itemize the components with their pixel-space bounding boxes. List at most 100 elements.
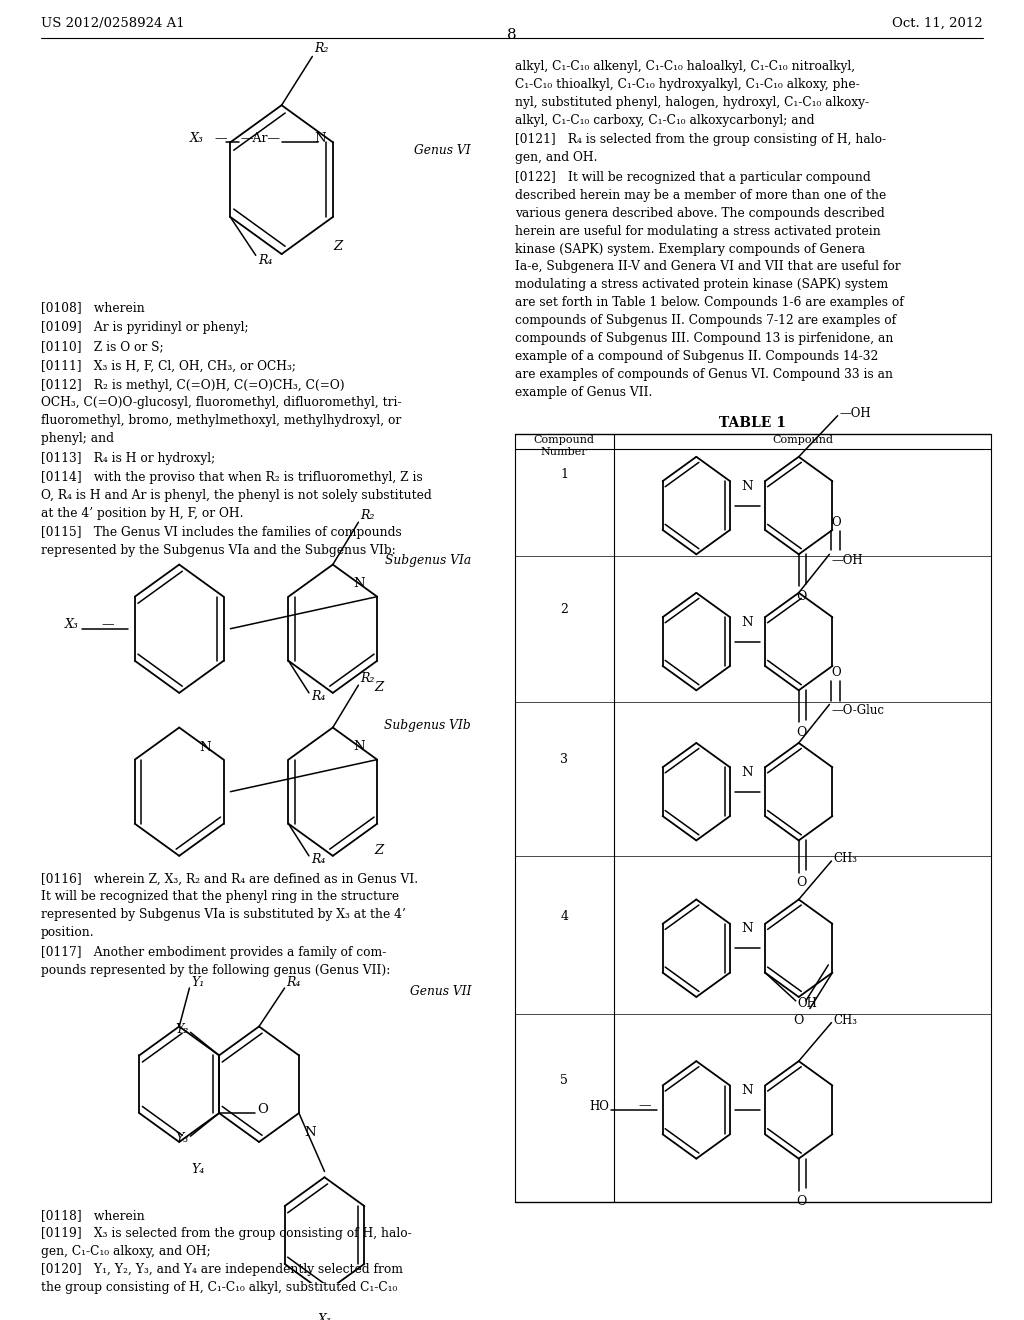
Text: Y₁: Y₁ xyxy=(191,977,205,990)
Text: 4: 4 xyxy=(560,909,568,923)
Text: [0112] R₂ is methyl, C(=O)H, C(=O)CH₃, C(=O): [0112] R₂ is methyl, C(=O)H, C(=O)CH₃, C… xyxy=(41,379,345,392)
Text: —: — xyxy=(214,132,226,145)
Text: O: O xyxy=(797,726,807,739)
Text: N: N xyxy=(741,923,754,936)
Text: CH₃: CH₃ xyxy=(834,851,857,865)
Text: —OH: —OH xyxy=(840,407,871,420)
Text: [0117] Another embodiment provides a family of com-: [0117] Another embodiment provides a fam… xyxy=(41,945,386,958)
Text: 5: 5 xyxy=(560,1074,568,1086)
Text: are set forth in Table 1 below. Compounds 1-6 are examples of: are set forth in Table 1 below. Compound… xyxy=(515,297,904,309)
Text: [0108] wherein: [0108] wherein xyxy=(41,301,144,314)
Text: [0119] X₃ is selected from the group consisting of H, halo-: [0119] X₃ is selected from the group con… xyxy=(41,1226,412,1239)
Text: [0109] Ar is pyridinyl or phenyl;: [0109] Ar is pyridinyl or phenyl; xyxy=(41,321,249,334)
Text: R₄: R₄ xyxy=(311,690,326,704)
Text: N: N xyxy=(741,766,754,779)
Text: 1: 1 xyxy=(560,469,568,482)
Text: O: O xyxy=(831,665,841,678)
Text: HO: HO xyxy=(590,1100,609,1113)
Text: 8: 8 xyxy=(507,28,517,42)
Text: X₃: X₃ xyxy=(317,1313,332,1320)
Text: It will be recognized that the phenyl ring in the structure: It will be recognized that the phenyl ri… xyxy=(41,891,399,903)
Text: Compound: Compound xyxy=(772,436,834,445)
Text: Genus VI: Genus VI xyxy=(415,144,471,157)
Text: Subgenus VIa: Subgenus VIa xyxy=(385,554,471,568)
Text: OCH₃, C(=O)O-glucosyl, fluoromethyl, difluoromethyl, tri-: OCH₃, C(=O)O-glucosyl, fluoromethyl, dif… xyxy=(41,396,401,409)
Text: 2: 2 xyxy=(560,603,568,616)
Text: example of a compound of Subgenus II. Compounds 14-32: example of a compound of Subgenus II. Co… xyxy=(515,350,879,363)
Text: [0115] The Genus VI includes the families of compounds: [0115] The Genus VI includes the familie… xyxy=(41,527,401,539)
Text: N: N xyxy=(353,577,365,590)
Text: N: N xyxy=(304,1126,315,1139)
Text: N: N xyxy=(741,479,754,492)
Text: alkyl, C₁-C₁₀ carboxy, C₁-C₁₀ alkoxycarbonyl; and: alkyl, C₁-C₁₀ carboxy, C₁-C₁₀ alkoxycarb… xyxy=(515,115,814,127)
Text: O, R₄ is H and Ar is phenyl, the phenyl is not solely substituted: O, R₄ is H and Ar is phenyl, the phenyl … xyxy=(41,488,432,502)
Text: O: O xyxy=(257,1102,268,1115)
Text: N: N xyxy=(353,741,365,754)
Text: compounds of Subgenus II. Compounds 7-12 are examples of: compounds of Subgenus II. Compounds 7-12… xyxy=(515,314,896,327)
Text: Oct. 11, 2012: Oct. 11, 2012 xyxy=(892,17,983,29)
Text: —: — xyxy=(639,1100,651,1113)
Text: X₃: X₃ xyxy=(190,132,204,145)
Text: O: O xyxy=(797,876,807,890)
Text: Y₄: Y₄ xyxy=(191,1163,205,1176)
Text: the group consisting of H, C₁-C₁₀ alkyl, substituted C₁-C₁₀: the group consisting of H, C₁-C₁₀ alkyl,… xyxy=(41,1280,397,1294)
Text: represented by Subgenus VIa is substituted by X₃ at the 4’: represented by Subgenus VIa is substitut… xyxy=(41,908,406,921)
Text: Y₃: Y₃ xyxy=(175,1133,188,1146)
Text: CH₃: CH₃ xyxy=(834,1014,857,1027)
Text: Z: Z xyxy=(334,240,343,253)
Text: [0110] Z is O or S;: [0110] Z is O or S; xyxy=(41,341,164,352)
Text: N: N xyxy=(314,132,327,145)
Text: 3: 3 xyxy=(560,754,568,766)
Text: O: O xyxy=(794,1014,804,1027)
Text: X₃: X₃ xyxy=(65,618,79,631)
Text: Genus VII: Genus VII xyxy=(410,986,471,998)
Text: Compound
Number: Compound Number xyxy=(534,436,595,457)
Text: N: N xyxy=(200,742,211,755)
Text: alkyl, C₁-C₁₀ alkenyl, C₁-C₁₀ haloalkyl, C₁-C₁₀ nitroalkyl,: alkyl, C₁-C₁₀ alkenyl, C₁-C₁₀ haloalkyl,… xyxy=(515,61,855,74)
Text: described herein may be a member of more than one of the: described herein may be a member of more… xyxy=(515,189,887,202)
Text: modulating a stress activated protein kinase (SAPK) system: modulating a stress activated protein ki… xyxy=(515,279,889,292)
Text: Y₂: Y₂ xyxy=(175,1023,188,1036)
Text: are examples of compounds of Genus VI. Compound 33 is an: are examples of compounds of Genus VI. C… xyxy=(515,368,893,381)
Text: example of Genus VII.: example of Genus VII. xyxy=(515,387,652,399)
Text: OH: OH xyxy=(798,997,818,1010)
Text: phenyl; and: phenyl; and xyxy=(41,433,114,445)
Text: N: N xyxy=(741,615,754,628)
Text: R₄: R₄ xyxy=(287,977,301,990)
Text: —O-Gluc: —O-Gluc xyxy=(831,705,885,718)
Text: [0118] wherein: [0118] wherein xyxy=(41,1209,144,1222)
Text: Z: Z xyxy=(375,681,384,694)
Text: C₁-C₁₀ thioalkyl, C₁-C₁₀ hydroxyalkyl, C₁-C₁₀ alkoxy, phe-: C₁-C₁₀ thioalkyl, C₁-C₁₀ hydroxyalkyl, C… xyxy=(515,78,860,91)
Text: —Ar—: —Ar— xyxy=(241,132,281,145)
Text: fluoromethyl, bromo, methylmethoxyl, methylhydroxyl, or: fluoromethyl, bromo, methylmethoxyl, met… xyxy=(41,414,401,428)
Text: N: N xyxy=(741,1084,754,1097)
Text: nyl, substituted phenyl, halogen, hydroxyl, C₁-C₁₀ alkoxy-: nyl, substituted phenyl, halogen, hydrox… xyxy=(515,96,869,110)
Text: [0120] Y₁, Y₂, Y₃, and Y₄ are independently selected from: [0120] Y₁, Y₂, Y₃, and Y₄ are independen… xyxy=(41,1263,403,1275)
Text: Ia-e, Subgenera II-V and Genera VI and VII that are useful for: Ia-e, Subgenera II-V and Genera VI and V… xyxy=(515,260,901,273)
Text: represented by the Subgenus VIa and the Subgenus VIb:: represented by the Subgenus VIa and the … xyxy=(41,544,395,557)
Text: herein are useful for modulating a stress activated protein: herein are useful for modulating a stres… xyxy=(515,224,881,238)
Text: [0113] R₄ is H or hydroxyl;: [0113] R₄ is H or hydroxyl; xyxy=(41,451,215,465)
Text: gen, and OH.: gen, and OH. xyxy=(515,152,598,165)
Text: Z: Z xyxy=(375,845,384,857)
Text: various genera described above. The compounds described: various genera described above. The comp… xyxy=(515,207,885,219)
Text: R₄: R₄ xyxy=(311,853,326,866)
Text: [0111] X₃ is H, F, Cl, OH, CH₃, or OCH₃;: [0111] X₃ is H, F, Cl, OH, CH₃, or OCH₃; xyxy=(41,359,296,372)
Text: —OH: —OH xyxy=(831,554,863,568)
Text: R₂: R₂ xyxy=(360,672,375,685)
Text: R₄: R₄ xyxy=(258,253,272,267)
Text: —: — xyxy=(101,618,114,631)
Text: TABLE 1: TABLE 1 xyxy=(719,416,786,430)
Text: R₂: R₂ xyxy=(360,510,375,523)
Text: O: O xyxy=(831,516,841,529)
Text: [0116] wherein Z, X₃, R₂ and R₄ are defined as in Genus VI.: [0116] wherein Z, X₃, R₂ and R₄ are defi… xyxy=(41,873,418,886)
Text: Subgenus VIb: Subgenus VIb xyxy=(384,718,471,731)
Text: at the 4’ position by H, F, or OH.: at the 4’ position by H, F, or OH. xyxy=(41,507,244,520)
Text: compounds of Subgenus III. Compound 13 is pirfenidone, an: compounds of Subgenus III. Compound 13 i… xyxy=(515,333,894,346)
Text: gen, C₁-C₁₀ alkoxy, and OH;: gen, C₁-C₁₀ alkoxy, and OH; xyxy=(41,1245,211,1258)
Text: [0121] R₄ is selected from the group consisting of H, halo-: [0121] R₄ is selected from the group con… xyxy=(515,133,886,147)
Text: kinase (SAPK) system. Exemplary compounds of Genera: kinase (SAPK) system. Exemplary compound… xyxy=(515,243,865,256)
Text: R₂: R₂ xyxy=(314,42,329,55)
Text: pounds represented by the following genus (Genus VII):: pounds represented by the following genu… xyxy=(41,964,390,977)
Text: US 2012/0258924 A1: US 2012/0258924 A1 xyxy=(41,17,184,29)
